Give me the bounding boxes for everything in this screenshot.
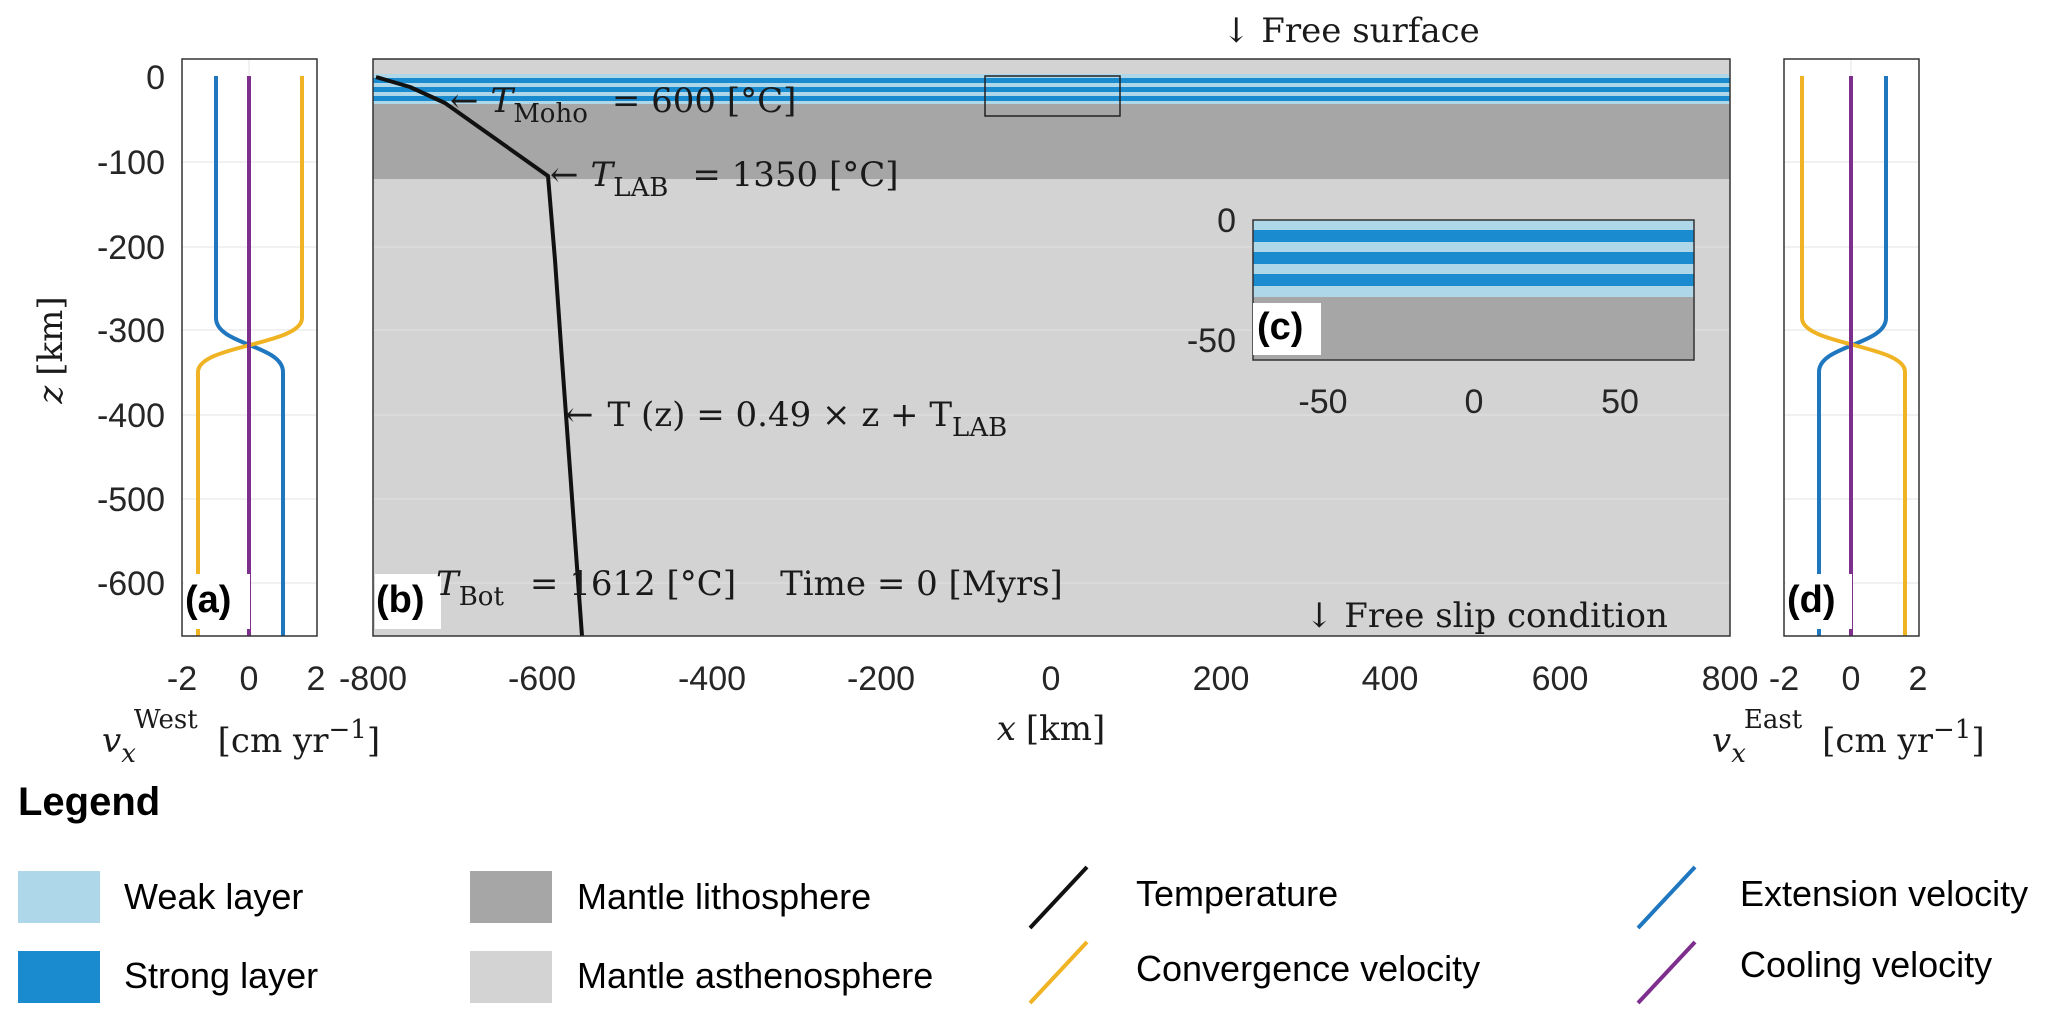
x-axis-ticks: -800 -600 -400 -200 0 200 400 600 800 <box>339 660 1758 698</box>
inset-x-ticks: -50 0 50 <box>1298 383 1638 421</box>
inset-z-tick: 0 <box>1217 202 1236 240</box>
panel-b-label-bg <box>375 574 441 629</box>
west-velocity-ticks: -2 0 2 <box>167 660 326 698</box>
v-tick: -2 <box>1769 660 1799 698</box>
legend-label-weak-layer: Weak layer <box>124 876 303 917</box>
inset-strong-layer-1 <box>1253 230 1694 242</box>
v-tick: 2 <box>1909 660 1928 698</box>
inset-label-c: (c) <box>1257 306 1303 348</box>
legend-label-mantle-lithosphere: Mantle lithosphere <box>577 876 871 917</box>
inset-z-tick: -50 <box>1187 322 1236 360</box>
z-tick: -500 <box>97 481 165 519</box>
panel-d: (d) -2 0 2 vxEast[cm yr−1] <box>1712 58 1985 769</box>
panel-a-label: (a) <box>185 579 231 621</box>
legend-line-extension-velocity <box>1636 865 1697 930</box>
x-tick: 400 <box>1362 660 1419 698</box>
moho-temperature-annotation: ← TMoho = 600 [°C] <box>450 81 796 129</box>
legend-swatch-weak-layer <box>18 871 100 923</box>
z-tick: -100 <box>97 144 165 182</box>
legend-line-temperature <box>1028 865 1089 930</box>
lithosphere-region <box>373 96 1730 179</box>
geotherm-equation-annotation: ← T (z) = 0.49 × z + TLAB <box>565 395 1007 443</box>
x-tick: 800 <box>1702 660 1759 698</box>
legend-title: Legend <box>18 780 160 824</box>
legend-line-convergence-velocity <box>1028 940 1089 1005</box>
panel-b-frame <box>372 58 1731 637</box>
inset-frame <box>1252 219 1695 361</box>
zoom-box <box>984 75 1121 117</box>
panel-d-label-bg <box>1786 574 1852 629</box>
inset-strong-layer-3 <box>1253 274 1694 286</box>
panel-b: (c) 0 -50 -50 0 50 (b) ↓ Free surface ↓ … <box>339 11 1758 749</box>
panel-d-frame <box>1783 58 1920 637</box>
arrow-glyph: ← <box>550 155 579 195</box>
legend-swatch-mantle-asthenosphere <box>470 951 552 1003</box>
inset-c: (c) 0 -50 -50 0 50 <box>1187 202 1695 421</box>
crust-strong-layer-3 <box>373 96 1730 101</box>
crust-strong-layer-1 <box>373 78 1730 83</box>
legend-label-convergence-velocity: Convergence velocity <box>1136 948 1480 989</box>
panel-a-frame <box>181 58 318 637</box>
inset-z-ticks: 0 -50 <box>1187 202 1236 360</box>
x-tick: 600 <box>1532 660 1589 698</box>
legend-line-cooling-velocity <box>1636 940 1697 1005</box>
crust-strong-layer-2 <box>373 87 1730 92</box>
x-tick: -200 <box>847 660 915 698</box>
legend-label-cooling-velocity: Cooling velocity <box>1740 944 1992 985</box>
z-tick: -300 <box>97 312 165 350</box>
inset-x-tick: 50 <box>1601 383 1639 421</box>
z-axis-label: z[km] <box>31 296 71 404</box>
z-tick: -600 <box>97 565 165 603</box>
east-velocity-axis-label: vxEast[cm yr−1] <box>1712 705 1985 769</box>
panel-a-label-bg <box>184 574 250 629</box>
inset-strong-layer-2 <box>1253 252 1694 264</box>
arrow-glyph: ← <box>450 81 479 121</box>
inset-x-tick: -50 <box>1298 383 1347 421</box>
arrow-glyph: ← <box>565 395 594 435</box>
x-tick: 200 <box>1193 660 1250 698</box>
panel-d-label: (d) <box>1787 579 1836 621</box>
bottom-temperature-annotation: TBot = 1612 [°C] Time = 0 [Myrs] <box>436 564 1063 612</box>
legend-label-temperature: Temperature <box>1136 873 1338 914</box>
legend-label-strong-layer: Strong layer <box>124 955 318 996</box>
lab-temperature-annotation: ← TLAB = 1350 [°C] <box>550 155 899 203</box>
free-slip-annotation: ↓ Free slip condition <box>1305 596 1668 636</box>
west-velocity-axis-label: vxWest[cm yr−1] <box>102 705 380 769</box>
temperature-profile-line <box>375 75 584 637</box>
inset-x-tick: 0 <box>1465 383 1484 421</box>
v-tick: 0 <box>1842 660 1861 698</box>
panel-b-label: (b) <box>376 579 425 621</box>
x-tick: -600 <box>508 660 576 698</box>
legend-swatch-mantle-lithosphere <box>470 871 552 923</box>
z-axis-ticks: 0 -100 -200 -300 -400 -500 -600 <box>97 59 165 603</box>
convergence-velocity-east-line <box>1800 76 1907 636</box>
x-tick: 0 <box>1042 660 1061 698</box>
panel-a: (a) 0 -100 -200 -300 -400 -500 -600 z[km… <box>31 58 380 769</box>
legend-swatch-strong-layer <box>18 951 100 1003</box>
legend: Legend Weak layer Strong layer Mantle li… <box>18 780 2028 1005</box>
z-tick: -400 <box>97 397 165 435</box>
free-surface-annotation: ↓ Free surface <box>1222 11 1480 51</box>
east-velocity-ticks: -2 0 2 <box>1769 660 1928 698</box>
z-tick: 0 <box>146 59 165 97</box>
x-tick: -400 <box>678 660 746 698</box>
legend-label-extension-velocity: Extension velocity <box>1740 873 2028 914</box>
v-tick: -2 <box>167 660 197 698</box>
inset-label-bg <box>1253 303 1321 355</box>
z-tick: -200 <box>97 229 165 267</box>
legend-label-mantle-asthenosphere: Mantle asthenosphere <box>577 955 933 996</box>
v-tick: 0 <box>240 660 259 698</box>
inset-lithosphere <box>1253 297 1694 360</box>
x-tick: -800 <box>339 660 407 698</box>
v-tick: 2 <box>307 660 326 698</box>
x-axis-label: x [km] <box>997 709 1106 749</box>
